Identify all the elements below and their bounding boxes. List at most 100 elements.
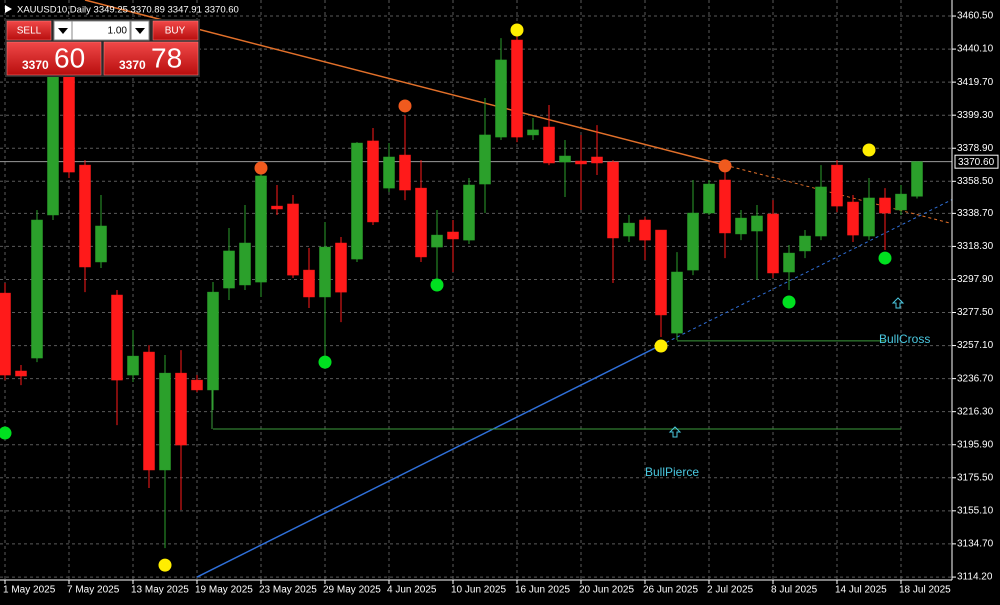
candle-body xyxy=(879,197,891,214)
candle-body xyxy=(223,250,235,289)
candle xyxy=(271,185,283,215)
ask-box[interactable] xyxy=(103,41,199,76)
candle-body xyxy=(911,161,923,197)
candle xyxy=(127,330,139,383)
candle-body xyxy=(559,155,571,163)
x-tick-label: 26 Jun 2025 xyxy=(643,585,698,596)
x-tick-label: 7 May 2025 xyxy=(67,585,120,596)
candle xyxy=(735,209,747,241)
candle xyxy=(47,64,59,221)
grid-layer xyxy=(0,0,952,580)
candle-body xyxy=(127,355,139,376)
signal-marker xyxy=(862,143,876,157)
header-text: XAUUSD10,Daily 3349.25 3370.89 3347.91 3… xyxy=(17,5,239,16)
candle xyxy=(799,230,811,259)
candle-body xyxy=(783,252,795,273)
candle xyxy=(15,365,27,386)
candle-body xyxy=(527,129,539,136)
signal-marker xyxy=(398,99,412,113)
candle-body xyxy=(287,203,299,276)
candle-body xyxy=(511,39,523,138)
lot-input[interactable] xyxy=(71,20,131,41)
candle-body xyxy=(271,205,283,210)
candle xyxy=(63,69,75,179)
candle-body xyxy=(751,215,763,232)
x-tick-label: 18 Jul 2025 xyxy=(899,585,951,596)
x-tick-label: 29 May 2025 xyxy=(323,585,381,596)
candle xyxy=(95,195,107,268)
ask-pips: 78 xyxy=(151,42,182,73)
signal-marker xyxy=(654,339,668,353)
y-tick-label: 3358.50 xyxy=(957,176,994,187)
candle xyxy=(319,221,331,363)
x-tick-label: 20 Jun 2025 xyxy=(579,585,634,596)
candle-body xyxy=(719,179,731,234)
candle xyxy=(255,169,267,297)
candle xyxy=(607,160,619,284)
candle xyxy=(783,244,795,290)
candle xyxy=(143,345,155,488)
candle xyxy=(31,209,43,363)
candle xyxy=(207,282,219,411)
candles-layer xyxy=(0,29,923,549)
candle-body xyxy=(367,140,379,223)
candle-body xyxy=(703,183,715,214)
x-tick-label: 2 Jul 2025 xyxy=(707,585,754,596)
candle-body xyxy=(735,217,747,235)
arrow-down-icon xyxy=(135,28,145,34)
candle-body xyxy=(63,74,75,173)
candle-body xyxy=(207,291,219,391)
candle-body xyxy=(415,187,427,258)
candle xyxy=(591,125,603,175)
candle xyxy=(671,252,683,341)
y-tick-label: 3297.90 xyxy=(957,274,994,285)
bid-box[interactable] xyxy=(6,41,102,76)
x-tick-label: 10 Jun 2025 xyxy=(451,585,506,596)
candle xyxy=(831,160,843,213)
candle xyxy=(159,354,171,549)
trade-panel: SELL 1.00 BUY 3370 60 3370 78 xyxy=(5,19,200,77)
trendline xyxy=(196,344,662,578)
candle-body xyxy=(799,235,811,252)
x-tick-label: 1 May 2025 xyxy=(3,585,56,596)
candle-body xyxy=(431,234,443,248)
candle xyxy=(479,98,491,214)
ask-big-figure: 3370 xyxy=(119,58,146,72)
candle xyxy=(543,104,555,166)
y-tick-label: 3419.70 xyxy=(957,77,994,88)
y-tick-label: 3175.50 xyxy=(957,472,994,483)
x-tick-label: 13 May 2025 xyxy=(131,585,189,596)
candle-body xyxy=(79,164,91,268)
bid-pips: 60 xyxy=(54,42,85,73)
candle xyxy=(623,214,635,243)
signal-marker xyxy=(510,23,524,37)
candle xyxy=(911,161,923,199)
x-tick-label: 4 Jun 2025 xyxy=(387,585,437,596)
x-tick-label: 16 Jun 2025 xyxy=(515,585,570,596)
candle xyxy=(751,204,763,280)
candle-body xyxy=(847,201,859,236)
candle xyxy=(463,178,475,244)
candle-body xyxy=(863,197,875,237)
y-tick-label: 3155.10 xyxy=(957,505,994,516)
overlay-layer: 3460.50 3440.10 3419.70 3399.30 3378.90 3358.… xyxy=(0,11,999,596)
header-icon xyxy=(5,5,12,13)
y-tick-label: 3399.30 xyxy=(957,110,994,121)
candle-body xyxy=(671,271,683,334)
y-tick-label: 3216.30 xyxy=(957,406,994,417)
y-tick-label: 3114.20 xyxy=(957,572,993,583)
signal-marker xyxy=(718,159,732,173)
arrow-down-icon xyxy=(58,28,68,34)
candle xyxy=(895,185,907,215)
candle-body xyxy=(623,222,635,237)
candle-body xyxy=(191,379,203,391)
sell-label: SELL xyxy=(17,26,42,37)
candle-body xyxy=(47,74,59,216)
candle xyxy=(0,283,11,381)
candle-body xyxy=(239,242,251,286)
sell-button[interactable] xyxy=(6,20,52,41)
buy-button[interactable] xyxy=(152,20,199,41)
candle xyxy=(863,178,875,241)
candle-body xyxy=(335,242,347,293)
